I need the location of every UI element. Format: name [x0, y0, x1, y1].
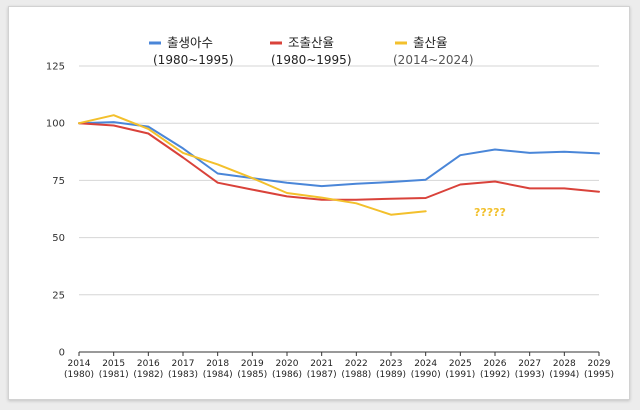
x-tick-label-alt-year: (1981) — [99, 370, 129, 380]
x-axis-ticks: 2014(1980) 2015(1981) 2016(1982) 2017(1983)… — [64, 352, 614, 380]
y-tick-label: 25 — [52, 290, 65, 301]
unknown-annotation: ????? — [474, 206, 506, 219]
x-tick-label-alt-year: (1990) — [411, 370, 441, 380]
x-tick-label-year: 2029 — [588, 359, 611, 369]
x-tick-label-alt-year: (1994) — [549, 370, 579, 380]
x-tick-label-year: 2015 — [102, 359, 125, 369]
y-tick-label: 125 — [46, 62, 65, 73]
x-tick-label-alt-year: (1983) — [168, 370, 198, 380]
legend-item-fertility-rate: 출산율 (2014~2024) — [393, 35, 474, 67]
series-lines — [78, 114, 600, 216]
chart-frame: 0 25 50 75 100 125 2014 (1980) 2015 (1981) 2016 (1… — [8, 6, 630, 400]
x-tick-label-year: 2024 — [414, 359, 437, 369]
x-tick-label-year: 2021 — [310, 359, 333, 369]
x-tick-label-alt-year: (1991) — [445, 370, 475, 380]
x-tick-label-year: 2023 — [380, 359, 403, 369]
x-tick-label-year: 2018 — [206, 359, 229, 369]
legend-label-births: 출생아수 — [167, 35, 213, 50]
x-tick-label-alt-year: (1995) — [584, 370, 614, 380]
x-tick-label-year: 2027 — [518, 359, 541, 369]
y-tick-label: 100 — [46, 119, 65, 130]
gridlines — [79, 65, 599, 353]
legend-item-crude-birth-rate: 조출산율 (1980~1995) — [270, 35, 352, 67]
legend: 출생아수 (1980~1995) 조출산율 (1980~1995) 출산율 (2… — [149, 35, 474, 67]
x-tick-label-alt-year: (1980) — [64, 370, 94, 380]
y-tick-label: 75 — [52, 176, 65, 187]
y-axis-ticks: 0 25 50 75 100 125 — [46, 62, 65, 359]
y-tick-label: 50 — [52, 233, 65, 244]
x-tick-label-year: 2020 — [276, 359, 299, 369]
legend-item-births: 출생아수 (1980~1995) — [149, 35, 234, 67]
series-line-2 — [78, 114, 427, 216]
x-tick-label-year: 2017 — [172, 359, 195, 369]
x-tick-label-year: 2019 — [241, 359, 264, 369]
legend-range-fertility-rate: (2014~2024) — [393, 53, 474, 67]
y-tick-label: 0 — [59, 348, 65, 359]
legend-label-fertility-rate: 출산율 — [413, 35, 448, 50]
x-tick-label-alt-year: (1989) — [376, 370, 406, 380]
x-tick-label-alt-year: (1982) — [133, 370, 163, 380]
x-tick-label-year: 2016 — [137, 359, 160, 369]
legend-label-crude-birth-rate: 조출산율 — [288, 35, 334, 50]
x-tick-label-year: 2026 — [484, 359, 507, 369]
x-tick-label-year: 2025 — [449, 359, 472, 369]
series-line-0 — [78, 121, 600, 188]
x-tick-label-year: 2014 — [68, 359, 91, 369]
x-tick-label-alt-year: (1992) — [480, 370, 510, 380]
x-tick-label-alt-year: (1987) — [307, 370, 337, 380]
x-tick-label-year: 2022 — [345, 359, 368, 369]
legend-range-crude-birth-rate: (1980~1995) — [271, 53, 352, 67]
x-tick-label-alt-year: (1993) — [515, 370, 545, 380]
x-tick-label-year: 2028 — [553, 359, 576, 369]
x-tick-label-alt-year: (1985) — [237, 370, 267, 380]
x-tick-label-alt-year: (1986) — [272, 370, 302, 380]
legend-range-births: (1980~1995) — [153, 53, 234, 67]
x-tick-label-alt-year: (1988) — [341, 370, 371, 380]
x-tick-label-alt-year: (1984) — [203, 370, 233, 380]
